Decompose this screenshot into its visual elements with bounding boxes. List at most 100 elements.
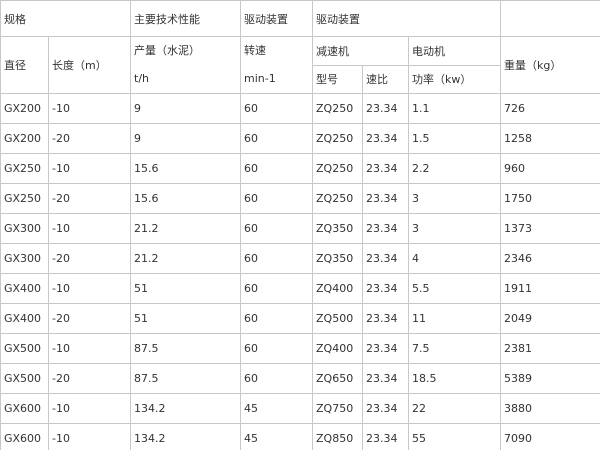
table-cell: 7.5 (408, 333, 501, 364)
table-cell: 4 (408, 243, 501, 274)
header-text: t/h (134, 72, 149, 85)
table-cell: ZQ750 (312, 393, 363, 424)
table-cell: ZQ250 (312, 123, 363, 154)
table-cell: -20 (48, 243, 131, 274)
header-cell: 直径 (0, 36, 49, 94)
table-cell: GX300 (0, 243, 49, 274)
table-cell: 60 (240, 183, 313, 214)
header-cell: 型号 (312, 64, 363, 94)
header-cell: 产量（水泥） t/h (130, 36, 241, 94)
table-cell: 60 (240, 213, 313, 244)
header-text: min-1 (244, 72, 276, 85)
table-cell: ZQ250 (312, 93, 363, 124)
table-cell: GX600 (0, 393, 49, 424)
table-cell: 11 (408, 303, 501, 334)
table-row: GX600 -10 134.2 45 ZQ750 23.34 22 3880 (0, 393, 600, 424)
table-cell: GX250 (0, 183, 49, 214)
table-cell: 23.34 (362, 393, 409, 424)
table-cell: 23.34 (362, 153, 409, 184)
header-cell: 长度（m） (48, 36, 131, 94)
table-row: GX400 -20 51 60 ZQ500 23.34 11 2049 (0, 303, 600, 334)
table-cell: GX500 (0, 363, 49, 394)
header-cell: 功率（kw） (408, 64, 501, 94)
table-cell: 2.2 (408, 153, 501, 184)
table-cell: 1258 (500, 123, 600, 154)
table-cell: 1.5 (408, 123, 501, 154)
table-row: GX300 -20 21.2 60 ZQ350 23.34 4 2346 (0, 243, 600, 274)
table-row: GX200 -10 9 60 ZQ250 23.34 1.1 726 (0, 93, 600, 124)
table-cell: -10 (48, 153, 131, 184)
table-cell: 23.34 (362, 423, 409, 450)
header-cell (500, 0, 600, 37)
table-cell: 60 (240, 303, 313, 334)
table-cell: 23.34 (362, 243, 409, 274)
header-cell: 重量（kg） (500, 36, 600, 94)
table-cell: 22 (408, 393, 501, 424)
table-cell: GX250 (0, 153, 49, 184)
table-cell: 15.6 (130, 153, 241, 184)
table-cell: 51 (130, 273, 241, 304)
table-cell: ZQ350 (312, 213, 363, 244)
table-cell: 9 (130, 93, 241, 124)
table-cell: 9 (130, 123, 241, 154)
table-cell: 87.5 (130, 333, 241, 364)
table-cell: 23.34 (362, 303, 409, 334)
table-cell: GX500 (0, 333, 49, 364)
table-cell: -10 (48, 393, 131, 424)
table-cell: GX400 (0, 303, 49, 334)
table-cell: 15.6 (130, 183, 241, 214)
table-cell: ZQ350 (312, 243, 363, 274)
table-cell: -10 (48, 333, 131, 364)
table-cell: 726 (500, 93, 600, 124)
table-cell: 60 (240, 93, 313, 124)
table-cell: 60 (240, 363, 313, 394)
table-cell: ZQ400 (312, 333, 363, 364)
table-cell: -10 (48, 213, 131, 244)
header-cell: 规格 (0, 0, 131, 37)
table-row: GX300 -10 21.2 60 ZQ350 23.34 3 1373 (0, 213, 600, 244)
header-cell: 主要技术性能 (130, 0, 241, 37)
table-cell: 21.2 (130, 213, 241, 244)
table-cell: 60 (240, 153, 313, 184)
table-cell: 2381 (500, 333, 600, 364)
table-cell: 134.2 (130, 423, 241, 450)
table-cell: -20 (48, 183, 131, 214)
table-row: GX400 -10 51 60 ZQ400 23.34 5.5 1911 (0, 273, 600, 304)
table-cell: 21.2 (130, 243, 241, 274)
table-row: GX600 -10 134.2 45 ZQ850 23.34 55 7090 (0, 423, 600, 450)
table-cell: 2049 (500, 303, 600, 334)
table-cell: -20 (48, 123, 131, 154)
table-cell: 3 (408, 183, 501, 214)
table-cell: 23.34 (362, 333, 409, 364)
table-cell: 23.34 (362, 93, 409, 124)
table-row: GX500 -20 87.5 60 ZQ650 23.34 18.5 5389 (0, 363, 600, 394)
table-cell: 45 (240, 393, 313, 424)
table-cell: 60 (240, 123, 313, 154)
table-cell: 23.34 (362, 183, 409, 214)
header-cell: 速比 (362, 64, 409, 94)
table-row: GX200 -20 9 60 ZQ250 23.34 1.5 1258 (0, 123, 600, 154)
table-row: GX500 -10 87.5 60 ZQ400 23.34 7.5 2381 (0, 333, 600, 364)
table-cell: 60 (240, 273, 313, 304)
table-row: GX250 -20 15.6 60 ZQ250 23.34 3 1750 (0, 183, 600, 214)
table-cell: ZQ250 (312, 183, 363, 214)
table-cell: 1373 (500, 213, 600, 244)
table-cell: 5389 (500, 363, 600, 394)
table-cell: 3 (408, 213, 501, 244)
table-cell: 5.5 (408, 273, 501, 304)
header-cell: 转速 min-1 (240, 36, 313, 94)
table-cell: GX300 (0, 213, 49, 244)
table-cell: 1911 (500, 273, 600, 304)
header-cell: 电动机 (408, 36, 501, 66)
table-cell: 1750 (500, 183, 600, 214)
table-cell: -10 (48, 93, 131, 124)
table-cell: 3880 (500, 393, 600, 424)
table-cell: GX200 (0, 123, 49, 154)
table-cell: 7090 (500, 423, 600, 450)
table-cell: ZQ250 (312, 153, 363, 184)
table-cell: ZQ400 (312, 273, 363, 304)
header-text: 产量（水泥） (134, 44, 200, 57)
table-cell: 960 (500, 153, 600, 184)
header-cell: 驱动装置 (240, 0, 313, 37)
